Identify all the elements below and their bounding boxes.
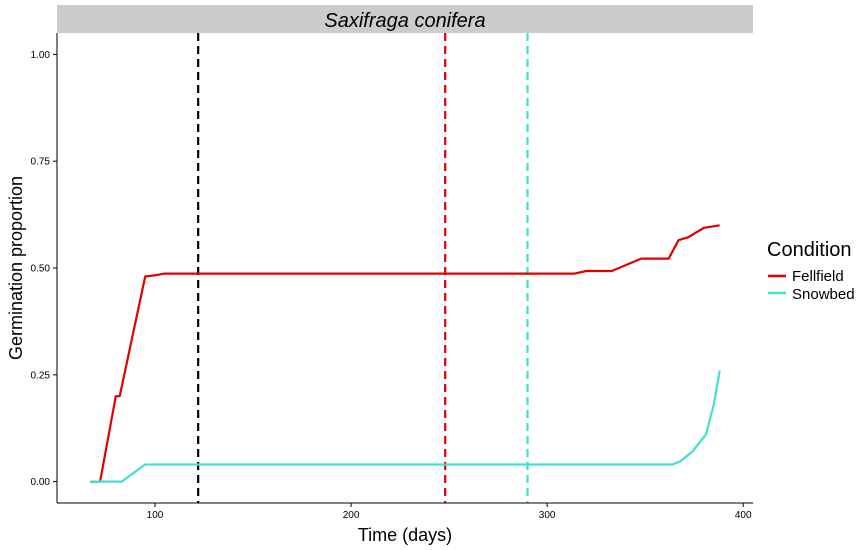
x-tick-label: 100 [147,510,164,521]
y-axis-title: Germination proportion [6,176,26,360]
x-axis-ticks: 100 200 300 400 [147,503,752,521]
panel-strip [57,5,753,33]
legend-label-snowbed: Snowbed [792,286,855,303]
legend-label-fellfield: Fellfield [792,268,844,285]
series-lines [90,224,721,483]
y-axis-ticks: 0.00 0.25 0.50 0.75 1.00 [31,50,57,488]
x-axis-title: Time (days) [358,525,452,545]
y-tick-label: 0.00 [31,477,51,488]
y-tick-label: 0.25 [31,370,51,381]
legend-title: Condition [767,239,852,261]
y-tick-label: 1.00 [31,50,51,61]
panel-title: Saxifraga conifera [324,10,485,32]
reference-lines [197,33,529,503]
y-tick-label: 0.75 [31,157,51,168]
y-tick-label: 0.50 [31,264,51,275]
x-tick-label: 200 [343,510,360,521]
series-line-snowbed [90,370,721,483]
legend: Condition Fellfield Snowbed [767,239,855,303]
x-tick-label: 300 [539,510,556,521]
series-line-fellfield [90,224,720,483]
x-tick-label: 400 [735,510,752,521]
